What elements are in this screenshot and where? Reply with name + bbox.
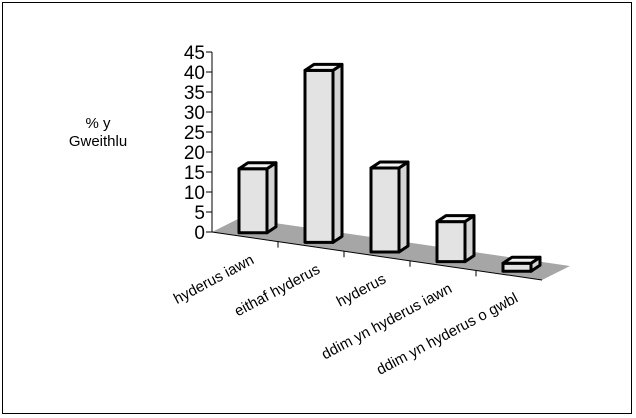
y-tick-label: 35 — [184, 83, 205, 104]
y-tick-label: 45 — [184, 43, 205, 64]
bar — [501, 255, 542, 273]
y-axis-label-line-1: % y — [85, 115, 111, 132]
bar — [303, 62, 344, 244]
y-tick-label: 10 — [184, 183, 205, 204]
y-tick-label: 20 — [184, 143, 205, 164]
x-category-label: ddim yn hyderus o gwbl — [374, 290, 521, 379]
y-tick-label: 30 — [184, 103, 205, 124]
y-tick-label: 40 — [184, 63, 205, 84]
y-tick-label: 5 — [194, 203, 205, 224]
y-tick-label: 25 — [184, 123, 205, 144]
x-category-label: hyderus — [334, 271, 389, 311]
bar — [369, 160, 410, 254]
x-axis-line — [211, 231, 543, 281]
y-axis-label-line-2: Gweithlu — [69, 133, 127, 150]
bar — [237, 161, 278, 235]
y-tick-label: 15 — [184, 163, 205, 184]
y-tick-label: 0 — [194, 223, 205, 244]
bar — [435, 214, 476, 264]
